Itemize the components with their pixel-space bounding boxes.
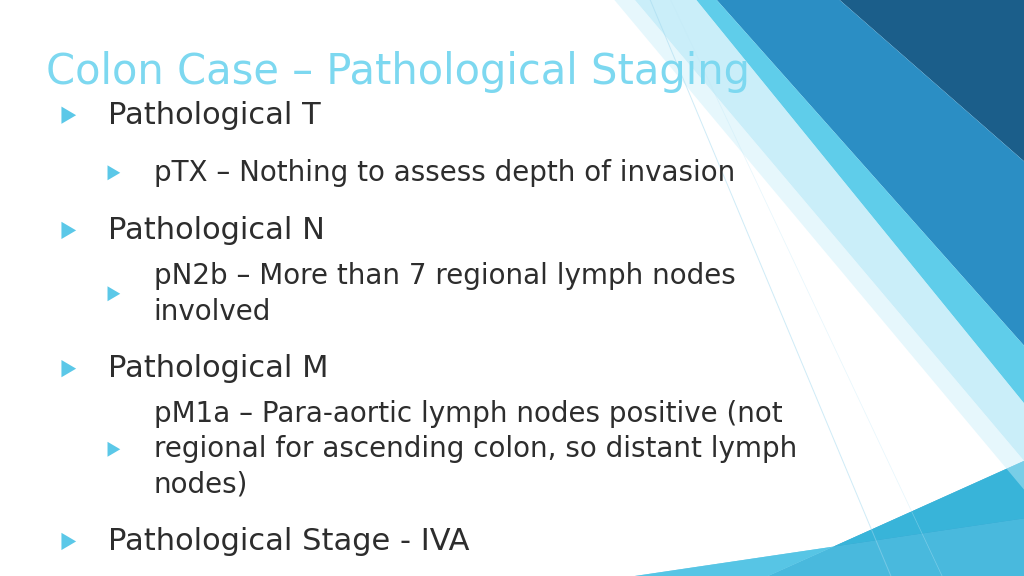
Polygon shape — [108, 165, 120, 180]
Text: pM1a – Para-aortic lymph nodes positive (not
regional for ascending colon, so di: pM1a – Para-aortic lymph nodes positive … — [154, 400, 797, 499]
Polygon shape — [840, 0, 1024, 161]
Text: pN2b – More than 7 regional lymph nodes
involved: pN2b – More than 7 regional lymph nodes … — [154, 262, 735, 325]
Polygon shape — [563, 518, 1024, 576]
Polygon shape — [61, 222, 76, 239]
Text: Pathological N: Pathological N — [108, 216, 325, 245]
Text: Pathological Stage - IVA: Pathological Stage - IVA — [108, 527, 469, 556]
Polygon shape — [614, 0, 1024, 490]
Polygon shape — [108, 442, 120, 457]
Polygon shape — [61, 107, 76, 124]
Text: pTX – Nothing to assess depth of invasion: pTX – Nothing to assess depth of invasio… — [154, 159, 735, 187]
Polygon shape — [768, 461, 1024, 576]
Text: Pathological M: Pathological M — [108, 354, 328, 383]
Polygon shape — [61, 533, 76, 550]
Polygon shape — [635, 0, 1024, 461]
Text: Colon Case – Pathological Staging: Colon Case – Pathological Staging — [46, 51, 750, 93]
Polygon shape — [717, 0, 1024, 346]
Polygon shape — [108, 286, 120, 301]
Polygon shape — [635, 461, 1024, 576]
Text: Pathological T: Pathological T — [108, 101, 321, 130]
Polygon shape — [61, 360, 76, 377]
Polygon shape — [696, 0, 1024, 403]
